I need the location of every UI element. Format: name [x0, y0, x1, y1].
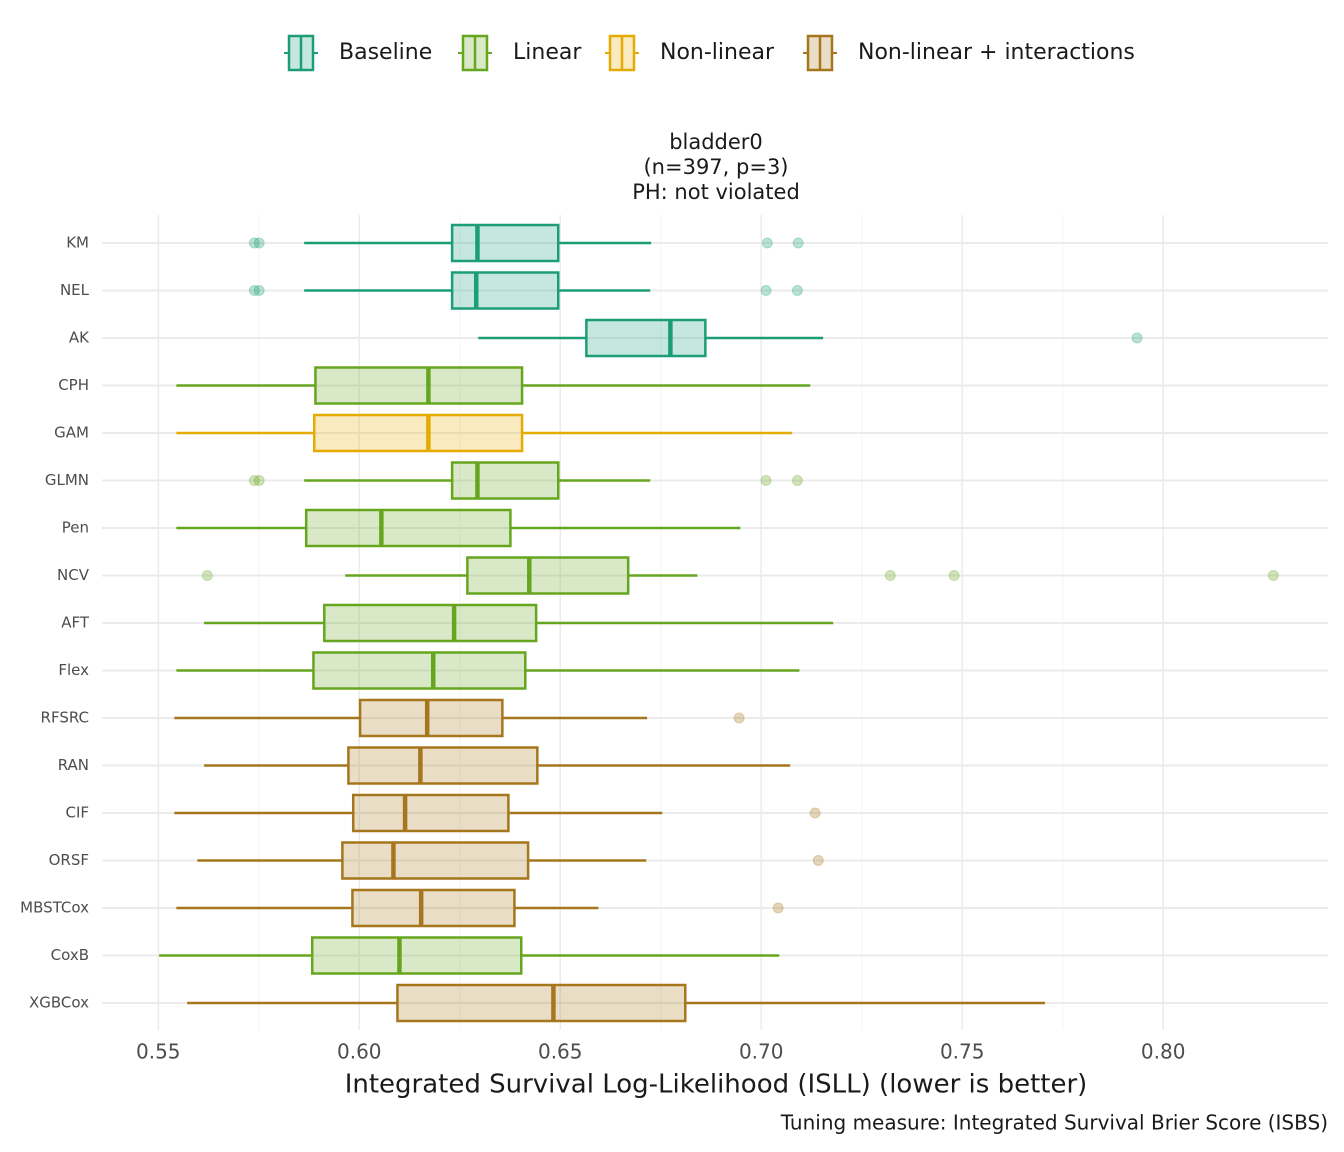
y-tick-label: CIF: [65, 804, 89, 822]
y-tick-label: CPH: [58, 376, 89, 394]
y-tick-label: RAN: [58, 756, 89, 774]
box: [347, 746, 539, 785]
y-tick-label: GLMN: [45, 471, 89, 489]
y-tick-label: Flex: [58, 661, 89, 679]
outlier: [248, 475, 260, 486]
box: [450, 271, 560, 310]
y-tick-label: ORSF: [49, 851, 89, 869]
box: [585, 318, 707, 358]
outlier: [248, 285, 260, 296]
chart-subtitle: PH: not violated: [632, 180, 800, 204]
outlier: [812, 855, 824, 866]
box: [450, 461, 560, 500]
y-tick-label: CoxB: [51, 946, 89, 964]
legend-label: Baseline: [339, 40, 432, 65]
y-tick-label: AK: [69, 329, 90, 347]
outlier: [733, 712, 745, 724]
outlier: [760, 475, 772, 486]
y-tick-label: Pen: [62, 519, 89, 537]
outlier: [760, 285, 772, 296]
box: [314, 366, 524, 405]
outlier: [253, 475, 265, 486]
x-tick-label: 0.60: [337, 1040, 382, 1064]
box: [396, 983, 687, 1023]
x-axis-label: Integrated Survival Log-Likelihood (ISLL…: [345, 1070, 1088, 1100]
legend-label: Linear: [513, 40, 582, 65]
y-tick-label: NEL: [60, 281, 90, 299]
outlier: [1267, 570, 1279, 581]
chart-title: bladder0: [669, 130, 763, 154]
box: [304, 508, 512, 548]
y-tick-label: KM: [66, 234, 89, 252]
x-tick-label: 0.75: [940, 1040, 985, 1064]
box: [358, 698, 504, 738]
outlier: [809, 807, 821, 819]
outlier: [791, 285, 803, 296]
outlier: [791, 475, 803, 486]
x-tick-label: 0.70: [739, 1040, 784, 1064]
box: [310, 936, 523, 975]
y-tick-label: AFT: [61, 614, 90, 632]
x-tick-label: 0.55: [136, 1040, 181, 1064]
outlier: [248, 237, 260, 249]
outlier: [201, 570, 213, 581]
y-tick-label: NCV: [57, 566, 90, 584]
y-tick-label: RFSRC: [41, 709, 89, 727]
box: [312, 413, 524, 453]
box: [323, 603, 538, 643]
outlier: [792, 237, 804, 249]
box: [466, 556, 630, 595]
box: [341, 841, 530, 880]
y-tick-label: GAM: [54, 424, 89, 442]
outlier: [772, 902, 784, 914]
legend-label: Non-linear: [660, 40, 775, 65]
x-tick-label: 0.80: [1141, 1040, 1186, 1064]
box: [450, 223, 560, 263]
outlier: [761, 237, 773, 249]
x-tick-label: 0.65: [538, 1040, 583, 1064]
y-tick-label: MBSTCox: [20, 899, 89, 917]
box: [351, 888, 516, 928]
y-tick-label: XGBCox: [29, 994, 89, 1012]
outlier: [1131, 332, 1143, 344]
box: [351, 793, 510, 833]
box: [312, 651, 527, 690]
outlier: [253, 285, 265, 296]
caption: Tuning measure: Integrated Survival Brie…: [780, 1111, 1328, 1135]
outlier: [884, 570, 896, 581]
outlier: [253, 237, 265, 249]
legend-label: Non-linear + interactions: [858, 40, 1135, 65]
chart-subtitle: (n=397, p=3): [643, 155, 788, 179]
outlier: [948, 570, 960, 581]
